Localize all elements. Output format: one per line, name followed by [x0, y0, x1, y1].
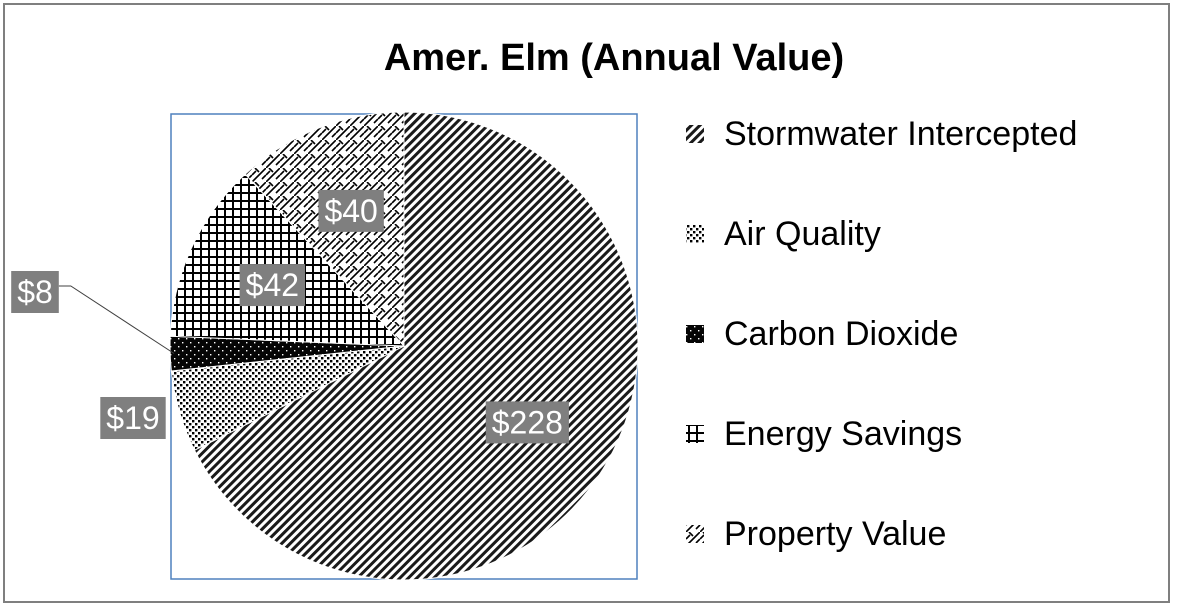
legend: Stormwater Intercepted Air Quality Carbon …	[686, 115, 1077, 553]
data-label-background	[100, 397, 166, 439]
legend-item-energy-savings: Energy Savings	[686, 415, 962, 453]
data-label-air-quality: $19	[100, 397, 166, 439]
legend-swatch-property-value	[686, 525, 704, 543]
pie-slice-energy-savings	[169, 173, 406, 347]
leader-line-carbon-dioxide	[58, 285, 175, 354]
svg-text:$228: $228	[492, 404, 563, 440]
legend-swatch-air-quality	[686, 225, 704, 243]
data-label-background	[11, 271, 59, 313]
pie-slice-stormwater-intercepted	[193, 111, 639, 581]
data-label-carbon-dioxide: $8	[11, 271, 59, 313]
pie-slices	[169, 111, 639, 581]
leader-lines	[58, 285, 175, 354]
svg-text:$8: $8	[17, 274, 53, 310]
legend-label-carbon-dioxide: Carbon Dioxide	[724, 315, 958, 353]
data-label-background	[485, 401, 569, 444]
svg-text:$19: $19	[106, 400, 159, 436]
legend-item-stormwater-intercepted: Stormwater Intercepted	[686, 115, 1077, 153]
data-label-energy-savings: $42	[239, 264, 306, 307]
legend-swatch-stormwater-intercepted	[686, 125, 704, 143]
data-label-property-value: $40	[318, 189, 384, 232]
data-label-background	[239, 264, 306, 307]
legend-swatch-energy-savings	[686, 425, 704, 443]
legend-item-carbon-dioxide: Carbon Dioxide	[686, 315, 958, 353]
data-label-stormwater-intercepted: $228	[485, 401, 569, 444]
legend-swatch-carbon-dioxide	[686, 325, 704, 343]
legend-label-energy-savings: Energy Savings	[724, 415, 962, 453]
svg-text:$42: $42	[246, 267, 299, 303]
chart-title: Amer. Elm (Annual Value)	[384, 37, 844, 79]
svg-text:$40: $40	[324, 193, 377, 229]
data-label-background	[318, 189, 384, 232]
data-labels: $228 $19 $8 $42 $40	[11, 189, 569, 444]
legend-item-air-quality: Air Quality	[686, 215, 881, 253]
legend-label-air-quality: Air Quality	[724, 215, 881, 253]
legend-item-property-value: Property Value	[686, 515, 946, 553]
legend-label-property-value: Property Value	[724, 515, 946, 553]
legend-label-stormwater-intercepted: Stormwater Intercepted	[724, 115, 1077, 153]
